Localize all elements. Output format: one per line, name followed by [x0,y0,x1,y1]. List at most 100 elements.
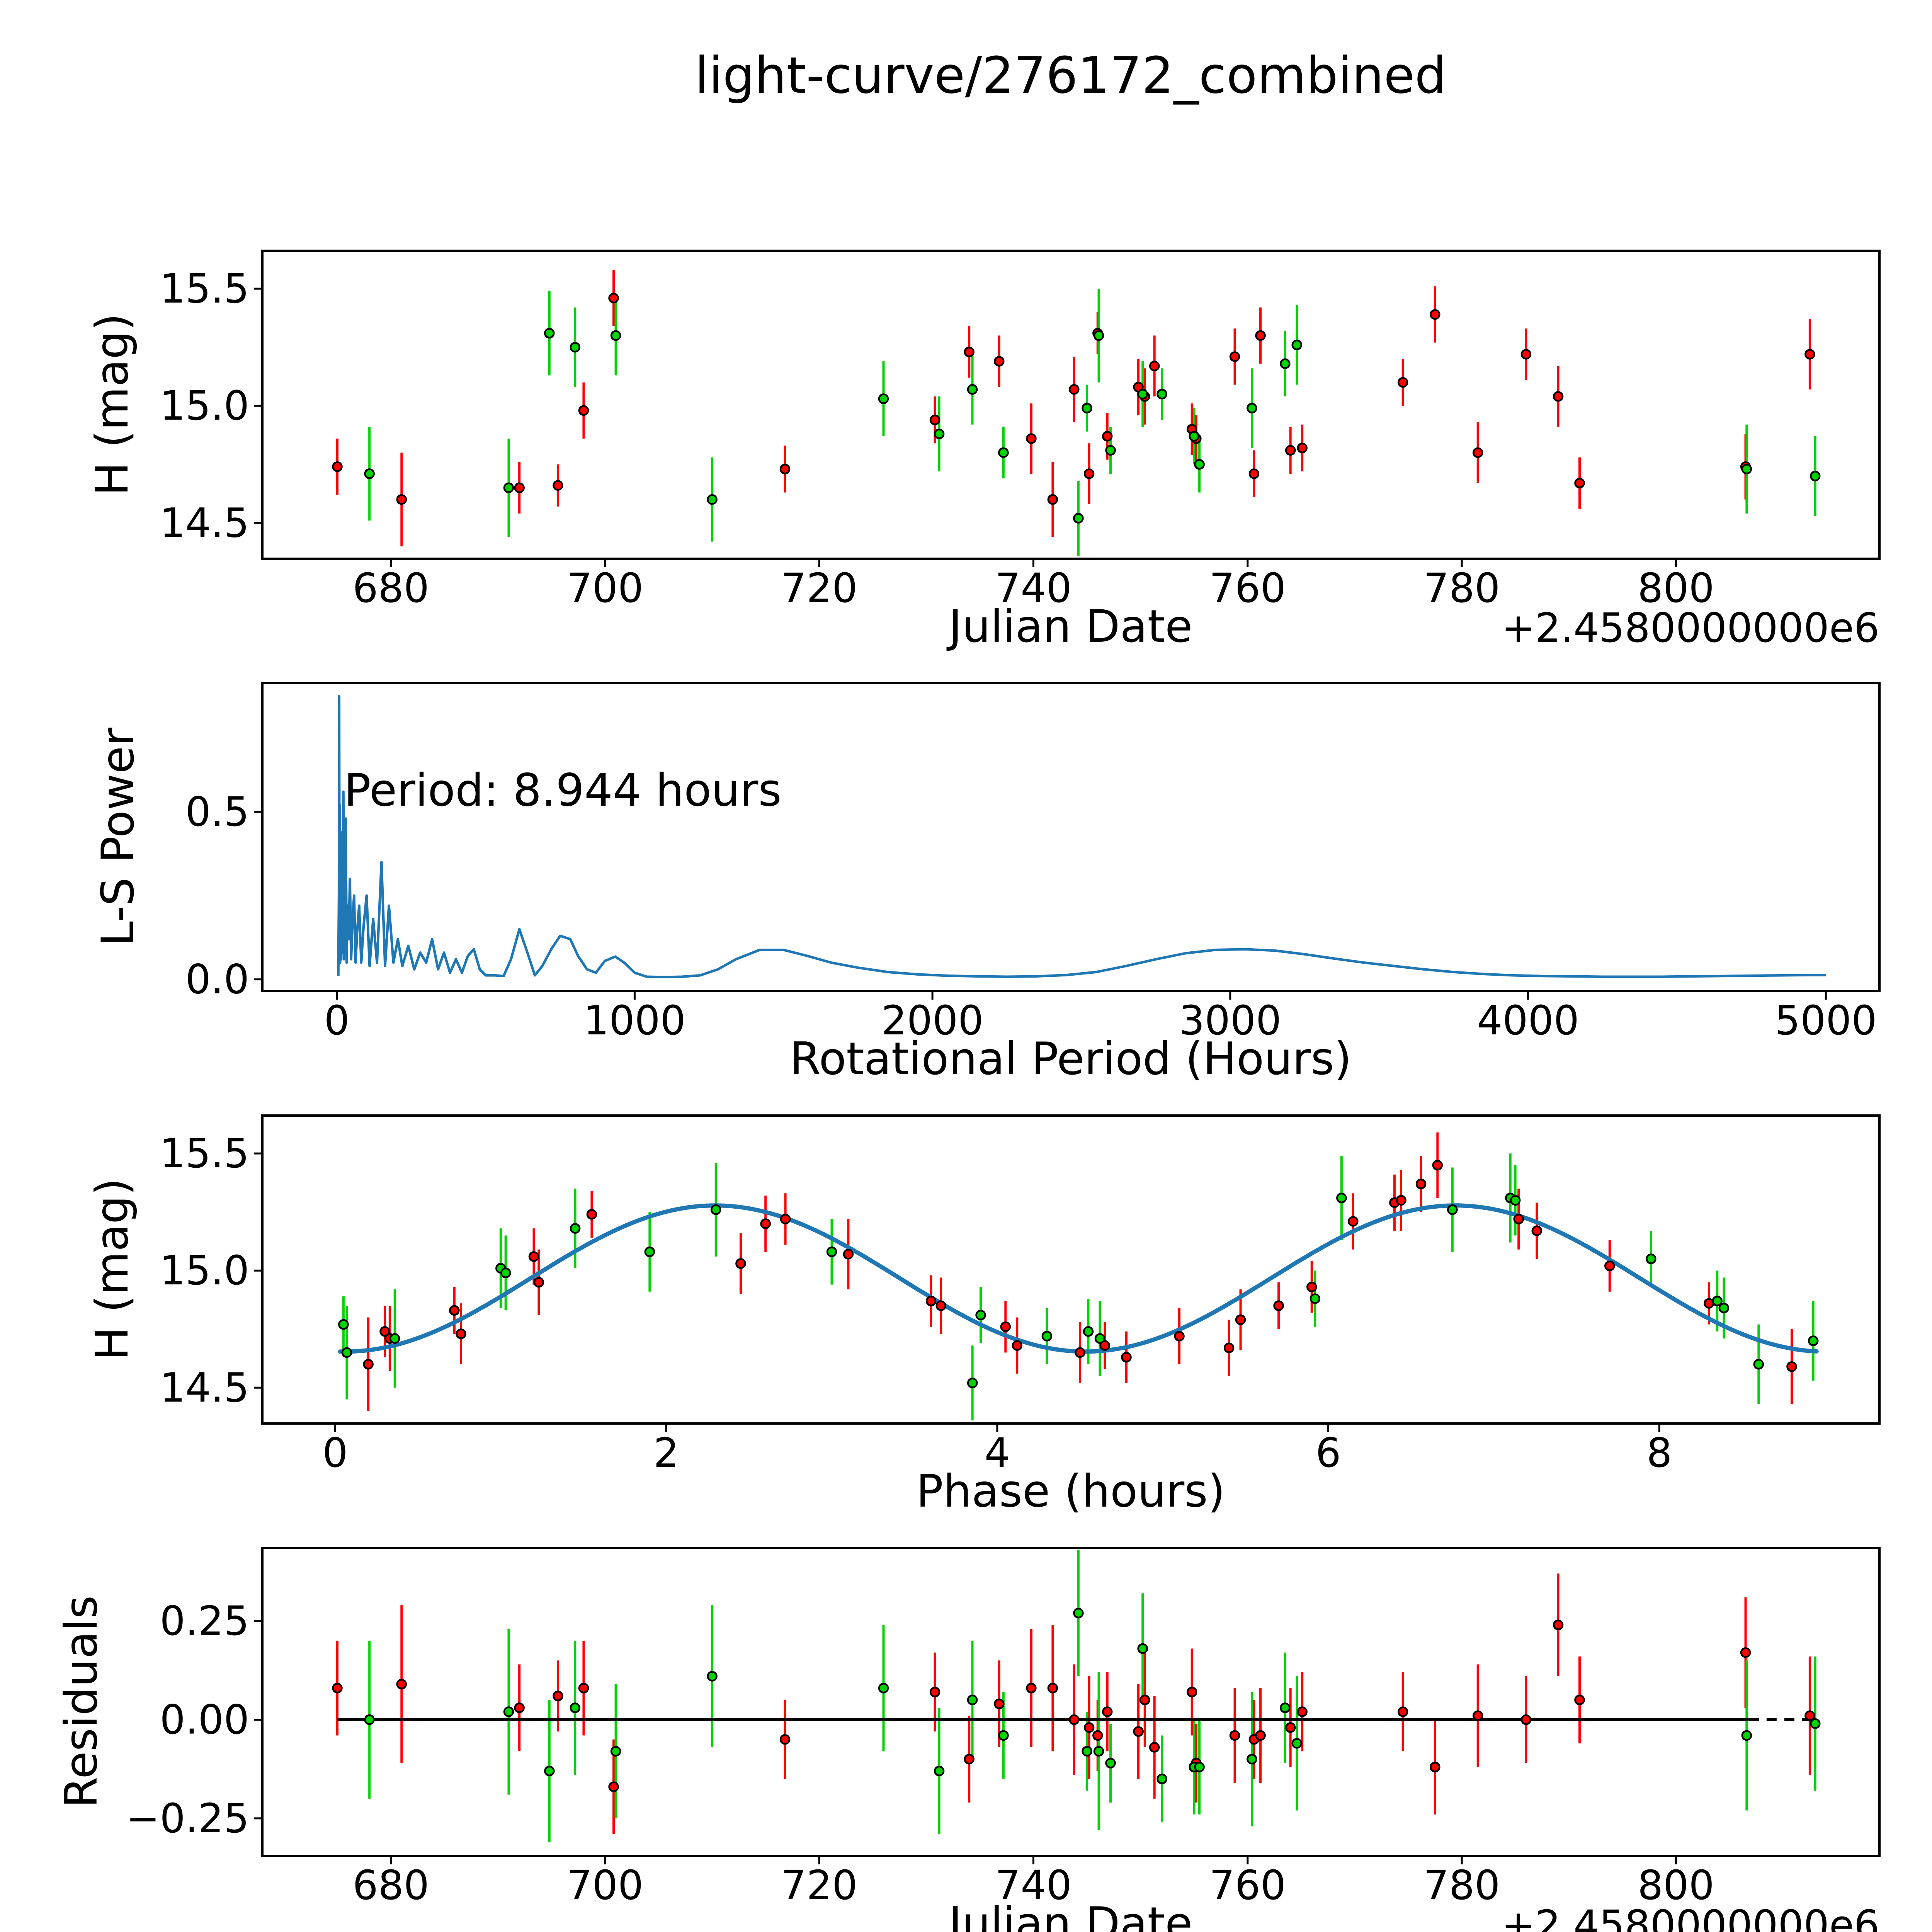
red-data-point [1102,1706,1113,1717]
y-tick-label: 14.5 [160,1364,249,1411]
red-data-point [1432,1160,1443,1171]
red-data-point [994,356,1005,367]
green-data-point [1156,389,1167,400]
x-tick-label: 1000 [583,997,686,1044]
green-data-point [1247,403,1257,414]
green-data-point [934,429,945,439]
red-data-point [1026,433,1037,444]
y-tick-label: 0.0 [185,956,249,1003]
green-data-point [1336,1192,1347,1204]
periodogram-curve [337,695,1826,978]
red-data-point [1223,1342,1235,1353]
red-data-point [1553,1619,1564,1630]
green-data-point [1082,1746,1092,1757]
green-data-point [967,1378,978,1388]
green-data-point [878,393,889,404]
green-data-point [1646,1253,1656,1264]
green-data-point [1753,1359,1764,1370]
red-data-point [1102,431,1113,442]
red-data-point [1396,1195,1406,1206]
green-data-point [1291,1738,1303,1749]
green-data-point [503,482,514,493]
red-data-point [1604,1260,1615,1271]
red-data-point [1740,1647,1751,1658]
green-data-point [1447,1204,1458,1215]
green-data-point [1280,1702,1291,1713]
green-data-point [1194,1762,1205,1772]
red-data-point [1574,1694,1585,1706]
green-data-point [1073,513,1084,524]
x-tick-label: 760 [1209,1862,1286,1909]
red-data-point [456,1328,466,1339]
red-data-point [1026,1682,1037,1694]
red-data-point [1348,1216,1359,1227]
green-data-point [1280,358,1291,369]
x-tick-label: 740 [995,565,1072,612]
y-tick-label: 15.5 [160,265,249,312]
x-axis-label: Julian Date [947,1898,1193,1932]
panel-residuals: Residuals Julian Date +2.4580000000e6 68… [55,1547,1881,1932]
green-data-point [998,447,1009,458]
green-data-point [644,1246,655,1257]
x-axis-label: Phase (hours) [916,1465,1225,1517]
red-data-point [1285,445,1296,456]
green-data-point [1718,1303,1730,1313]
red-data-point [929,1687,940,1697]
axes-spines [261,1114,1881,1425]
red-data-point [1139,1694,1150,1706]
green-data-point [826,1246,837,1257]
y-tick-label: 0.5 [185,788,249,835]
green-data-point [1310,1293,1321,1304]
red-data-point [514,1702,525,1713]
red-data-point [779,464,791,474]
red-data-point [1415,1179,1427,1189]
green-data-point [1808,1335,1819,1346]
y-axis-label: H (mag) [86,1178,138,1361]
green-data-point [1156,1774,1167,1784]
x-tick-label: 800 [1638,1862,1714,1909]
red-data-point [586,1209,597,1220]
green-data-point [998,1730,1009,1741]
green-data-point [1137,1643,1148,1654]
green-data-point [1510,1195,1521,1206]
panel-phased-lightcurve: H (mag) Phase (hours) 0 2 4 6 8 14.5 15.0 15.5 [86,1114,1881,1517]
green-data-point [1041,1331,1053,1342]
x-axis-label: Rotational Period (Hours) [790,1033,1352,1085]
red-data-point [1248,468,1260,479]
red-data-point [1255,330,1266,341]
green-data-point [934,1765,945,1777]
green-data-point [503,1706,514,1717]
red-data-point [1574,478,1585,488]
red-data-point [449,1305,460,1316]
panel-lightcurve-jd: H (mag) Julian Date +2.4580000000e6 680 7… [86,250,1881,653]
red-data-point [332,461,343,472]
red-data-point [396,1679,407,1690]
x-tick-label: 3000 [1179,997,1281,1044]
red-data-point [1083,1722,1095,1733]
green-data-point [1105,445,1116,456]
red-data-point [780,1214,791,1225]
green-data-point [967,1694,978,1706]
red-data-point [1047,1682,1058,1694]
green-data-point [1810,1718,1821,1729]
red-data-point [760,1218,771,1229]
y-tick-label: 14.5 [160,499,249,546]
green-data-point [1083,1326,1094,1337]
red-data-point [1397,1706,1408,1717]
red-data-point [735,1258,746,1269]
green-data-point [570,342,581,353]
y-tick-label: 0.00 [160,1696,249,1743]
red-data-point [578,405,589,416]
axes-spines [261,682,1881,992]
y-tick-label: −0.25 [126,1795,249,1842]
x-axis-offset-label: +2.4580000000e6 [1502,1901,1879,1932]
red-data-point [514,482,525,493]
x-tick-label: 680 [352,565,429,612]
x-tick-label: 740 [995,1862,1072,1909]
y-tick-label: 15.0 [160,1247,249,1294]
red-data-point [379,1326,390,1337]
green-data-point [710,1204,721,1215]
red-data-point [1285,1722,1296,1733]
y-tick-label: 15.0 [160,382,249,429]
